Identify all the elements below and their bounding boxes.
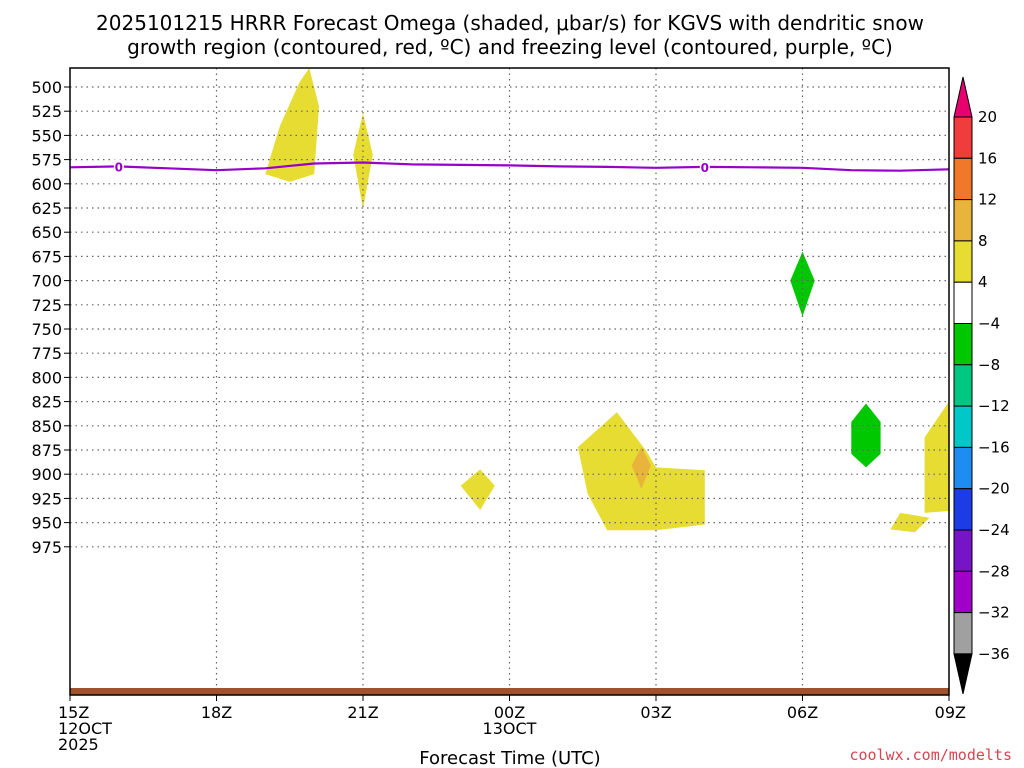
grid-lines xyxy=(70,68,949,695)
y-tick-label-700: 700 xyxy=(31,272,62,291)
x-tick-label-18-0: 09Z xyxy=(935,703,966,722)
colorbar-swatch-6 xyxy=(953,323,973,366)
x-tick-label-6-0: 21Z xyxy=(347,703,378,722)
colorbar-label-5: −4 xyxy=(978,315,1000,333)
y-tick-label-625: 625 xyxy=(31,199,62,218)
x-tick-label-9-0: 00Z xyxy=(494,703,525,722)
omega-region-6 xyxy=(631,447,652,489)
colorbar-label-13: −36 xyxy=(978,645,1010,663)
colorbar-swatch-13 xyxy=(953,612,973,655)
x-axis-label: Forecast Time (UTC) xyxy=(419,748,600,768)
y-tick-label-900: 900 xyxy=(31,465,62,484)
x-tick-label-9-1: 13OCT xyxy=(483,719,537,738)
omega-region-4 xyxy=(460,469,495,510)
y-tick-label-600: 600 xyxy=(31,175,62,194)
x-tick-label-0-2: 2025 xyxy=(58,735,99,754)
y-tick-label-650: 650 xyxy=(31,223,62,242)
x-tick-label-15-0: 06Z xyxy=(787,703,818,722)
y-tick-label-825: 825 xyxy=(31,393,62,412)
colorbar-swatch-4 xyxy=(953,240,973,283)
y-tick-label-925: 925 xyxy=(31,489,62,508)
y-tick-label-800: 800 xyxy=(31,368,62,387)
y-tick-label-725: 725 xyxy=(31,296,62,315)
freezing-label-13: 0 xyxy=(701,161,709,175)
y-tick-label-500: 500 xyxy=(31,78,62,97)
x-tick-label-3-0: 18Z xyxy=(201,703,232,722)
omega-region-0 xyxy=(265,68,319,182)
y-tick-label-575: 575 xyxy=(31,151,62,170)
y-tick-label-850: 850 xyxy=(31,417,62,436)
omega-region-8 xyxy=(890,512,930,533)
colorbar-label-8: −16 xyxy=(978,438,1010,456)
freezing-level-line xyxy=(69,161,950,172)
y-tick-label-775: 775 xyxy=(31,344,62,363)
colorbar-swatch-9 xyxy=(953,446,973,490)
terrain-band xyxy=(70,688,949,695)
colorbar-top-arrow xyxy=(953,76,973,118)
colorbar-swatch-11 xyxy=(953,529,973,572)
colorbar-swatch-8 xyxy=(953,405,973,448)
x-tick-label-0-1: 12OCT xyxy=(58,719,112,738)
y-tick-label-550: 550 xyxy=(31,126,62,145)
colorbar-label-4: 4 xyxy=(978,273,988,291)
y-tick-label-875: 875 xyxy=(31,441,62,460)
y-tick-label-525: 525 xyxy=(31,102,62,121)
chart-title-line-1: 2025101215 HRRR Forecast Omega (shaded, … xyxy=(96,11,924,35)
colorbar-label-12: −32 xyxy=(978,604,1010,622)
colorbar-label-1: 16 xyxy=(978,149,997,167)
colorbar-swatch-10 xyxy=(953,488,973,531)
y-tick-label-750: 750 xyxy=(31,320,62,339)
colorbar-swatch-2 xyxy=(953,157,973,201)
colorbar-swatch-1 xyxy=(953,116,973,159)
colorbar-swatch-7 xyxy=(953,364,973,407)
colorbar-swatch-12 xyxy=(953,570,973,614)
colorbar-swatch-5 xyxy=(953,281,973,325)
colorbar-label-11: −28 xyxy=(978,562,1010,580)
freezing-label-bg-13 xyxy=(699,159,710,174)
freezing-label-bg-1 xyxy=(113,159,124,174)
colorbar: 20 16 12 8 4 −4 −8 −12 −16 −20 −24 −28 −32 −36 xyxy=(953,76,1010,695)
colorbar-swatch-3 xyxy=(953,199,973,242)
omega-region-1 xyxy=(353,113,373,209)
colorbar-label-7: −12 xyxy=(978,397,1010,415)
omega-region-7 xyxy=(924,401,949,513)
colorbar-label-10: −24 xyxy=(978,521,1010,539)
colorbar-label-2: 12 xyxy=(978,191,997,209)
x-tick-label-0-0: 15Z xyxy=(58,703,89,722)
colorbar-bottom-arrow xyxy=(953,653,973,695)
colorbar-label-6: −8 xyxy=(978,356,1000,374)
y-tick-label-950: 950 xyxy=(31,514,62,533)
credit-text: coolwx.com/modelts xyxy=(849,746,1012,764)
colorbar-label-9: −20 xyxy=(978,480,1010,498)
colorbar-label-0: 20 xyxy=(978,108,997,126)
omega-shaded-regions xyxy=(265,68,949,533)
omega-region-3 xyxy=(851,403,881,468)
y-tick-label-675: 675 xyxy=(31,247,62,266)
x-tick-label-12-0: 03Z xyxy=(640,703,671,722)
y-axis-pressure-ticks: 500 525 550 575 600 625 650 675 700 725 750 775 800 8… xyxy=(31,78,70,557)
chart-title-line-2: growth region (contoured, red, ºC) and f… xyxy=(127,35,893,59)
y-tick-label-975: 975 xyxy=(31,538,62,557)
freezing-label-1: 0 xyxy=(115,160,123,174)
colorbar-label-3: 8 xyxy=(978,232,988,250)
